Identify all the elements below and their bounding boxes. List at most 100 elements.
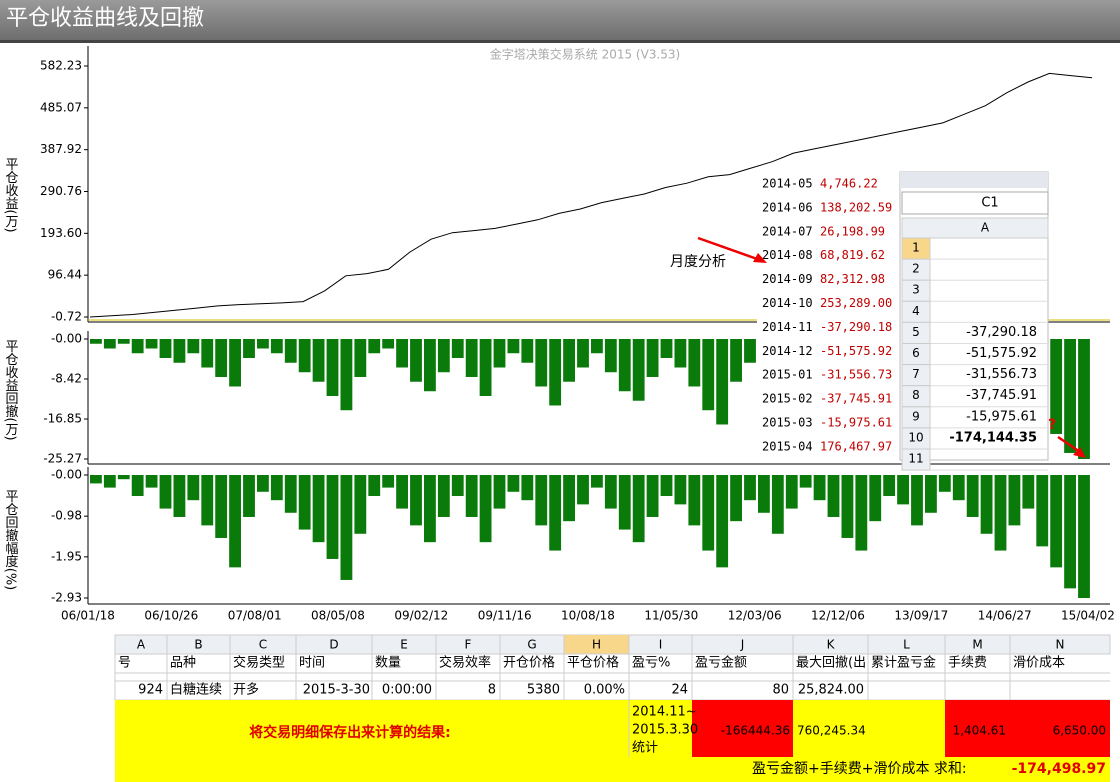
y-tick-label: 485.07 xyxy=(40,100,82,114)
drawdown-bar xyxy=(604,475,617,509)
drawdown-bar xyxy=(215,475,228,538)
col-letter: C xyxy=(259,638,267,652)
drawdown-bar xyxy=(326,339,339,396)
drawdown-bar xyxy=(618,475,631,530)
arrow xyxy=(697,236,761,262)
data-cell: 25,824.00 xyxy=(798,683,864,698)
slippage-cell: 6,650.00 xyxy=(1053,724,1106,738)
drawdown-bar xyxy=(410,475,422,526)
drawdown-bar xyxy=(312,475,325,543)
drawdown-bar xyxy=(396,475,408,509)
data-cell: 0.00% xyxy=(584,683,625,698)
arrow-head xyxy=(753,253,767,263)
drawdown-bar xyxy=(952,475,965,501)
data-cell: 0:00:00 xyxy=(382,683,432,698)
y-tick-label: -1.95 xyxy=(51,549,82,563)
annotation: ? xyxy=(1048,417,1056,433)
drawdown-bar xyxy=(925,475,937,513)
drawdown-bar xyxy=(312,339,325,382)
drawdown-bar xyxy=(424,475,436,543)
drawdown-bar xyxy=(646,339,659,377)
drawdown-bar xyxy=(716,339,729,425)
x-tick-label: 06/10/26 xyxy=(144,609,198,623)
header-cell: 最大回撤(出 xyxy=(796,655,866,671)
col-letter: A xyxy=(981,221,990,235)
drawdown-bar xyxy=(980,475,993,534)
drawdown-bar xyxy=(674,339,687,368)
cell-value: -174,144.35 xyxy=(949,430,1037,445)
drawdown-bar xyxy=(799,475,812,488)
drawdown-bar xyxy=(1064,339,1076,453)
drawdown-bar xyxy=(1078,339,1090,459)
red-cell xyxy=(945,700,1110,757)
month-cell: 2014-11 xyxy=(762,320,813,334)
pnl-cell: -166444.36 xyxy=(721,724,790,738)
row-number: 8 xyxy=(912,388,920,402)
period-text: 统计 xyxy=(632,741,658,756)
drawdown-bar xyxy=(507,339,520,354)
ribbon-strip xyxy=(900,172,1048,188)
data-cell: 白糖连续 xyxy=(170,682,222,698)
drawdown-bar xyxy=(493,475,506,509)
drawdown-bar xyxy=(521,339,534,363)
drawdown-bar xyxy=(897,475,909,505)
drawdown-bar xyxy=(284,339,297,363)
header-cell: 滑价成本 xyxy=(1013,656,1065,671)
drawdown-bar xyxy=(716,475,729,568)
month-cell: 2015-03 xyxy=(762,416,813,430)
drawdown-bar xyxy=(382,339,395,349)
drawdown-bar xyxy=(465,475,478,517)
drawdown-bar xyxy=(201,475,214,526)
x-tick-label: 06/01/18 xyxy=(61,609,115,623)
arrow-head xyxy=(1073,447,1086,458)
drawdown-bar xyxy=(618,339,631,392)
drawdown-bar xyxy=(688,475,701,526)
period-text: 2014.11~ xyxy=(632,705,697,720)
drawdown-bar xyxy=(591,475,603,488)
drawdown-bar xyxy=(117,339,130,344)
drawdown-bar xyxy=(229,475,241,568)
header-cell: 号 xyxy=(118,656,131,671)
drawdown-bar xyxy=(201,339,214,368)
drawdown-bar xyxy=(841,475,854,538)
drawdown-bar xyxy=(382,475,395,488)
y-tick-label: -0.00 xyxy=(51,468,82,482)
drawdown-bar xyxy=(1008,475,1021,526)
y-tick-label: -16.85 xyxy=(43,412,82,426)
drawdown-bar xyxy=(771,475,784,534)
month-cell: 2015-01 xyxy=(762,368,813,382)
drawdown-bar xyxy=(785,475,798,509)
sum-label: 盈亏金额+手续费+滑价成本 求和: xyxy=(752,760,967,777)
month-cell: 2014-08 xyxy=(762,248,813,262)
drawdown-bar xyxy=(173,339,186,363)
drawdown-bar xyxy=(298,339,311,373)
x-tick-label: 12/12/06 xyxy=(811,609,865,623)
header-cell: 盈亏金额 xyxy=(695,655,747,671)
drawdown-bar xyxy=(424,339,436,392)
drawdown-bar xyxy=(563,339,575,382)
drawdown-bar xyxy=(966,475,979,517)
header-border xyxy=(0,40,1120,43)
y-tick-label: -0.72 xyxy=(51,310,82,324)
x-tick-label: 09/11/16 xyxy=(478,609,532,623)
header-cell: 数量 xyxy=(375,656,401,671)
row-number: 4 xyxy=(912,304,920,318)
row-number: 7 xyxy=(912,367,920,381)
drawdown-bar xyxy=(187,339,200,354)
y-tick-label: -2.93 xyxy=(51,591,82,605)
col-letter: K xyxy=(827,638,836,652)
drawdown-bar xyxy=(549,339,562,406)
drawdown-bar xyxy=(744,475,756,501)
y-tick-label: -0.98 xyxy=(51,509,82,523)
drawdown-bar xyxy=(1036,475,1049,547)
month-cell: 2014-05 xyxy=(762,177,813,191)
drawdown-bar xyxy=(577,339,589,368)
drawdown-bar xyxy=(869,475,882,522)
chart-title: 金字塔决策交易系统 2015 (V3.53) xyxy=(490,47,680,62)
drawdown-bar xyxy=(354,339,367,377)
drawdown-bar xyxy=(660,475,673,496)
x-tick-label: 12/03/06 xyxy=(728,609,782,623)
month-cell: 2014-07 xyxy=(762,224,813,238)
drawdown-bar xyxy=(215,339,228,377)
amount-cell: -15,975.61 xyxy=(820,416,892,430)
